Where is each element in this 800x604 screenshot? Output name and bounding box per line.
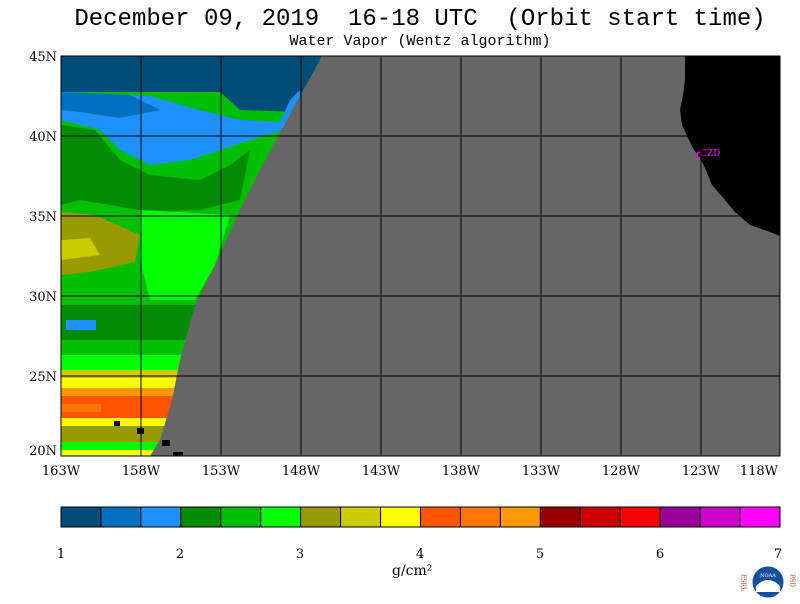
colorbar-swatch: [300, 506, 342, 528]
colorbar-swatch: [60, 506, 102, 528]
colorbar-swatch: [260, 506, 302, 528]
lon-label: 138W: [442, 464, 481, 479]
lat-labels: 45N 40N 35N 30N 25N 20N: [29, 50, 57, 459]
chart-subtitle: Water Vapor (Wentz algorithm): [289, 33, 551, 50]
colorbar-swatch: [659, 506, 701, 528]
colorbar-tick-label: 1: [57, 547, 65, 562]
colorbar-swatch: [220, 506, 262, 528]
colorbar-swatch: [739, 506, 781, 528]
lon-label: 153W: [202, 464, 241, 479]
colorbar-tick-label: 5: [536, 547, 544, 562]
colorbar-tick-label: 3: [296, 547, 304, 562]
graticule: [61, 56, 780, 456]
colorbar-swatch: [459, 506, 501, 528]
colorbar-tick-label: 2: [176, 547, 184, 562]
lon-label: 123W: [682, 464, 721, 479]
lat-label: 30N: [29, 290, 57, 305]
lon-label: 128W: [602, 464, 641, 479]
colorbar-ticks: 1 2 3 4 5 6 7: [57, 547, 782, 562]
colorbar-units: g/cm²: [392, 563, 433, 579]
colorbar-swatch: [140, 506, 182, 528]
station-label: CZD: [700, 149, 720, 159]
colorbar-tick-label: 6: [656, 547, 664, 562]
lat-label: 35N: [29, 210, 57, 225]
lon-labels: 163W 158W 153W 148W 143W 138W 133W 128W …: [42, 464, 779, 479]
lon-label: 118W: [740, 464, 779, 479]
colorbar-swatch: [180, 506, 222, 528]
lat-label: 25N: [29, 370, 57, 385]
colorbar-swatch: [619, 506, 661, 528]
colorbar-swatch: [499, 506, 541, 528]
noaa-logo: NOAA ESRL PSD: [738, 560, 798, 600]
colorbar-swatch: [699, 506, 741, 528]
lon-label: 158W: [122, 464, 161, 479]
colorbar-swatch: [100, 506, 142, 528]
colorbar-swatch: [579, 506, 621, 528]
logo-left-letters: ESRL: [740, 574, 747, 591]
lat-label: 40N: [29, 130, 57, 145]
lon-label: 143W: [362, 464, 401, 479]
lat-label: 45N: [29, 50, 57, 65]
chart-title: December 09, 2019 16-18 UTC (Orbit start…: [74, 6, 766, 33]
lon-label: 133W: [522, 464, 561, 479]
logo-center-text: NOAA: [760, 573, 776, 579]
colorbar-swatch: [539, 506, 581, 528]
colorbar: [60, 506, 781, 528]
logo-right-letters: PSD: [789, 574, 796, 587]
north-america-land: [680, 56, 780, 236]
colorbar-swatch: [380, 506, 421, 528]
colorbar-swatch: [420, 506, 461, 528]
lon-label: 163W: [42, 464, 81, 479]
colorbar-tick-label: 7: [774, 547, 782, 562]
lon-label: 148W: [282, 464, 321, 479]
station-czd-marker: CZD: [696, 149, 720, 159]
map-area: CZD 45N 40N 35N 30N 25N 20N: [29, 50, 781, 479]
map-frame: [60, 55, 781, 457]
lat-label: 20N: [29, 444, 57, 459]
colorbar-tick-label: 4: [416, 547, 424, 562]
colorbar-swatch: [340, 506, 382, 528]
